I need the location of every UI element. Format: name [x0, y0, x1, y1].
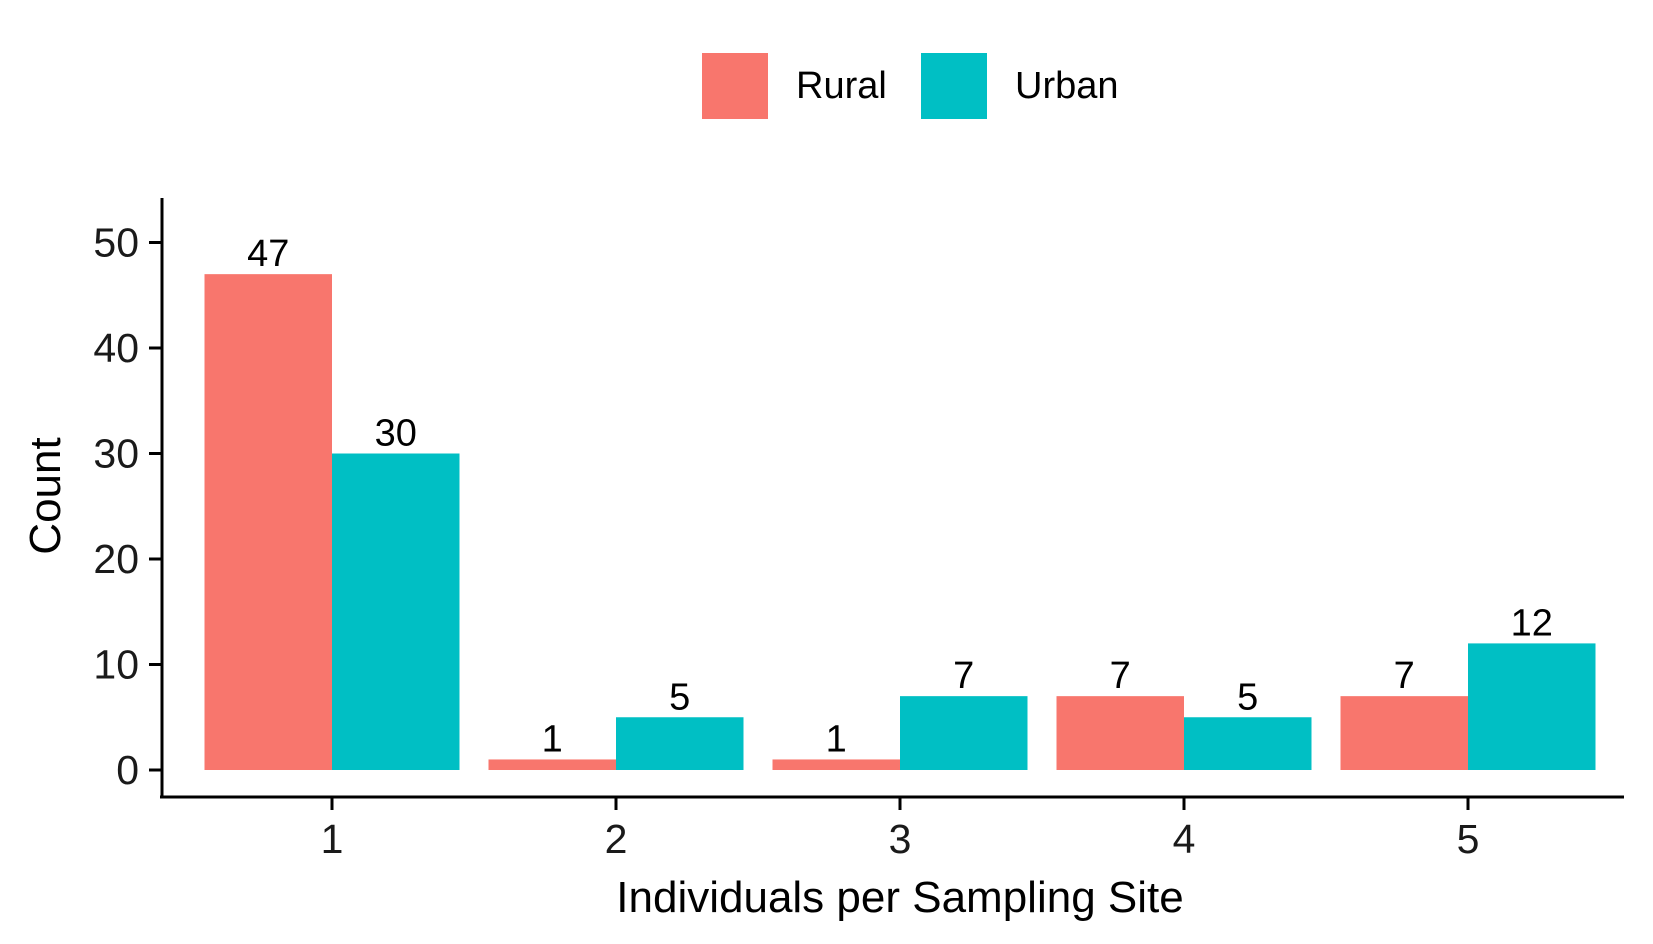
y-tick-label: 50 [93, 220, 139, 266]
x-tick-label: 1 [321, 816, 344, 862]
bar-rural-2 [488, 759, 616, 770]
legend-key-urban [921, 53, 987, 119]
x-axis-title: Individuals per Sampling Site [616, 873, 1183, 922]
x-tick-label: 4 [1173, 816, 1196, 862]
bar-urban-5 [1468, 643, 1596, 770]
x-tick-label: 5 [1457, 816, 1480, 862]
bar-urban-3 [900, 696, 1028, 770]
bar-urban-1 [332, 453, 460, 770]
bar-value-label: 7 [1110, 655, 1131, 697]
legend-label-urban: Urban [1015, 65, 1119, 107]
bar-value-label: 1 [542, 718, 563, 760]
bar-rural-1 [204, 274, 332, 770]
legend-key-rural [702, 53, 768, 119]
bar-rural-4 [1056, 696, 1184, 770]
y-tick-label: 40 [93, 325, 139, 371]
y-tick-label: 0 [116, 747, 139, 793]
y-ticks-layer: 0 10 20 30 40 50 [93, 220, 162, 793]
y-tick-label: 30 [93, 431, 139, 477]
x-tick-label: 2 [605, 816, 628, 862]
bar-value-label: 5 [669, 676, 690, 718]
bar-value-label: 12 [1511, 602, 1553, 644]
x-ticks-layer: 1 2 3 4 5 [321, 797, 1480, 862]
bar-value-label: 1 [826, 718, 847, 760]
bar-value-label: 7 [953, 655, 974, 697]
bar-value-label: 7 [1394, 655, 1415, 697]
y-axis-title: Count [21, 437, 70, 554]
y-tick-label: 10 [93, 642, 139, 688]
legend: Rural Urban [702, 53, 1119, 119]
x-tick-label: 3 [889, 816, 912, 862]
bar-value-label: 47 [247, 233, 289, 275]
bar-value-label: 5 [1237, 676, 1258, 718]
bar-labels-layer: 47 30 1 5 1 7 7 5 7 12 [247, 233, 1553, 760]
bar-urban-2 [616, 717, 744, 770]
bar-value-label: 30 [375, 413, 417, 455]
legend-label-rural: Rural [796, 65, 887, 107]
bars-layer [204, 274, 1596, 770]
bar-rural-3 [772, 759, 900, 770]
axes-layer [160, 198, 1624, 799]
bar-rural-5 [1340, 696, 1468, 770]
y-tick-label: 20 [93, 536, 139, 582]
bar-urban-4 [1184, 717, 1312, 770]
